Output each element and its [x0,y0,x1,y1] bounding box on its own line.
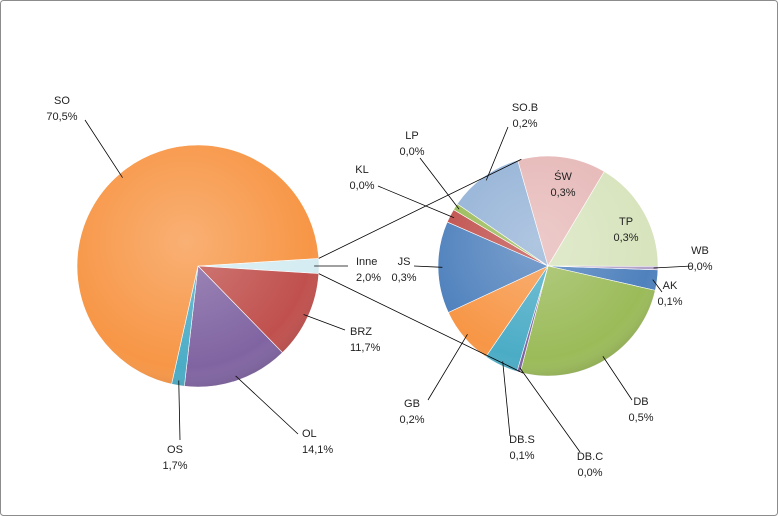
slice-value-label: 0,3% [391,272,416,284]
slice-value-label: 0,0% [687,261,712,273]
slice-label: BRZ [350,326,372,338]
slice-value-label: 0,0% [577,467,602,479]
slice-value-label: 0,5% [628,412,653,424]
connector-line [318,158,522,259]
slice-value-label: 0,2% [399,414,424,426]
slice-label: GB [404,398,420,410]
slice-label: OL [302,428,317,440]
slice-value-label: 0,0% [349,180,374,192]
leader-line [653,265,693,269]
slice-label: WB [691,245,709,257]
slice-value-label: 14,1% [302,444,333,456]
slice-value-label: 1,7% [162,460,187,472]
slice-value-label: 0,1% [657,296,682,308]
leader-line [178,380,181,441]
slice-value-label: 0,0% [399,146,424,158]
slice-value-label: 11,7% [350,342,381,354]
slice-value-label: 0,3% [613,232,638,244]
slice-label: SO.B [512,102,538,114]
slice-value-label: 0,1% [509,450,534,462]
slice-label: JS [398,256,411,268]
slice-label: LP [405,130,418,142]
slice-label: KL [355,164,368,176]
slice-label: ŚW [554,170,572,183]
slice-label: AK [663,280,678,292]
slice-label: DB.C [577,451,603,463]
slice-label: TP [619,216,633,228]
slice-label: DB [633,396,648,408]
slice-label: Inne [356,256,377,268]
slice-value-label: 70,5% [46,111,77,123]
slice-value-label: 2,0% [356,272,381,284]
connector-line [318,273,524,374]
leader-line [413,265,443,268]
slice-value-label: 0,2% [512,118,537,130]
slice-label: DB.S [509,434,535,446]
leader-line [519,367,581,453]
slice-value-label: 0,3% [550,187,575,199]
slice-label: SO [54,95,70,107]
slice-label: OS [167,444,183,456]
